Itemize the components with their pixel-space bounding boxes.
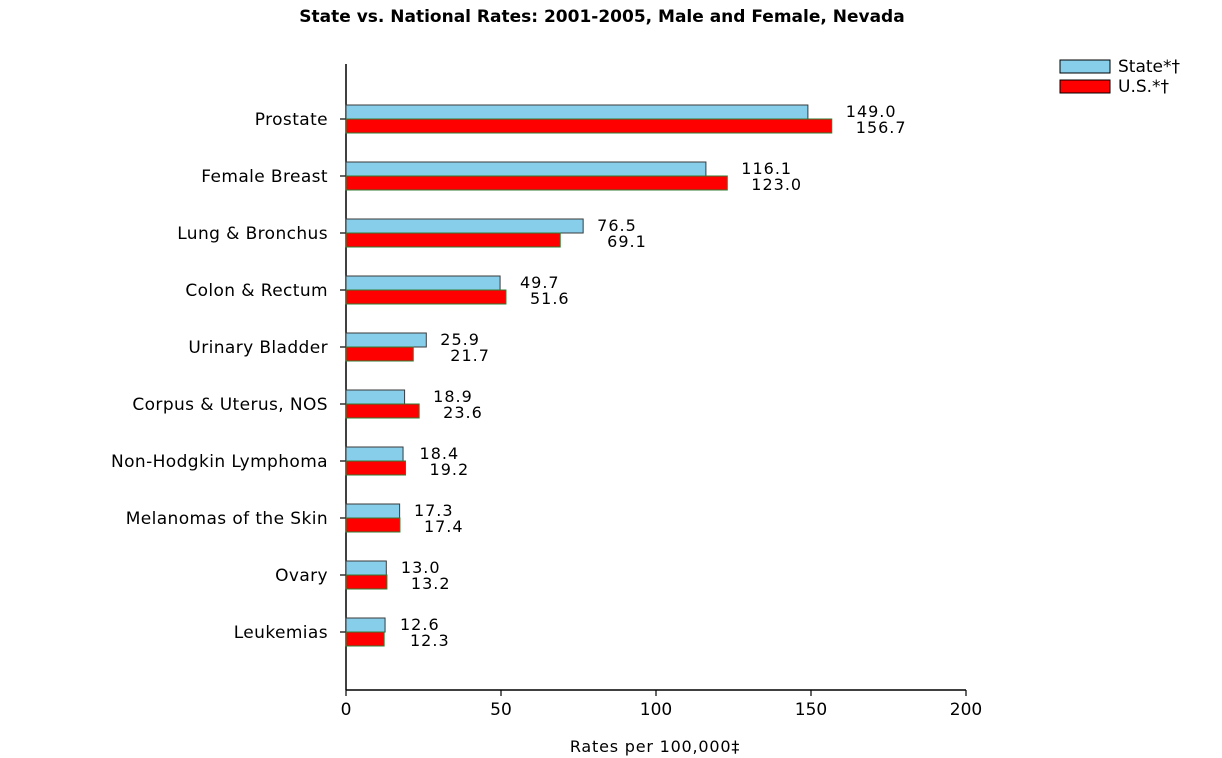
category-label: Urinary Bladder: [188, 338, 328, 358]
data-label-state: 116.1: [741, 159, 792, 178]
bar-state: [345, 275, 501, 291]
bar-us: [345, 289, 507, 305]
data-label-us: 69.1: [607, 232, 647, 251]
x-tick-label: 150: [795, 700, 827, 720]
data-label-state: 17.3: [414, 501, 454, 520]
legend: State*† U.S.*†: [1059, 57, 1180, 97]
data-label-us: 13.2: [411, 574, 451, 593]
bar-state: [345, 389, 406, 405]
x-tick-label: 0: [341, 700, 352, 720]
bar-us: [345, 574, 388, 590]
category-label: Non-Hodgkin Lymphoma: [111, 452, 328, 472]
category-label: Female Breast: [201, 167, 328, 187]
legend-swatch-us: [1059, 79, 1111, 94]
data-label-us: 17.4: [424, 517, 464, 536]
data-label-us: 123.0: [751, 175, 802, 194]
legend-swatch-state: [1059, 59, 1111, 74]
x-axis-label: Rates per 100,000‡: [570, 737, 740, 756]
bar-state: [345, 503, 401, 519]
legend-label-us: U.S.*†: [1118, 77, 1170, 97]
legend-label-state: State*†: [1118, 57, 1180, 77]
bar-us: [345, 346, 414, 362]
bar-us: [345, 460, 407, 476]
x-tick-label: 100: [640, 700, 672, 720]
data-label-state: 18.9: [433, 387, 473, 406]
bar-us: [345, 118, 833, 134]
data-label-state: 13.0: [401, 558, 441, 577]
x-tick-label: 200: [950, 700, 982, 720]
data-label-us: 23.6: [443, 403, 483, 422]
data-label-us: 12.3: [410, 631, 450, 650]
bar-us: [345, 232, 561, 248]
data-label-us: 51.6: [530, 289, 570, 308]
bar-us: [345, 517, 401, 533]
data-label-us: 19.2: [430, 460, 470, 479]
category-label: Lung & Bronchus: [177, 224, 328, 244]
bar-state: [345, 104, 809, 120]
x-tick-label: 50: [490, 700, 512, 720]
chart-title: State vs. National Rates: 2001-2005, Mal…: [299, 7, 904, 27]
data-label-state: 25.9: [440, 330, 480, 349]
category-label: Melanomas of the Skin: [126, 509, 328, 529]
bar-us: [345, 175, 728, 191]
category-label: Ovary: [275, 566, 328, 586]
bar-state: [345, 446, 404, 462]
bar-state: [345, 218, 584, 234]
category-label: Prostate: [255, 110, 328, 130]
bar-us: [345, 403, 420, 419]
bar-state: [345, 332, 427, 348]
category-label: Leukemias: [234, 623, 328, 643]
data-label-state: 49.7: [520, 273, 560, 292]
data-label-state: 18.4: [420, 444, 460, 463]
bar-state: [345, 617, 386, 633]
data-label-state: 12.6: [400, 615, 440, 634]
bar-state: [345, 560, 387, 576]
data-label-state: 76.5: [597, 216, 637, 235]
category-label: Colon & Rectum: [185, 281, 328, 301]
bar-us: [345, 631, 385, 647]
data-label-us: 21.7: [450, 346, 490, 365]
data-label-state: 149.0: [846, 102, 897, 121]
data-label-us: 156.7: [856, 118, 907, 137]
category-label: Corpus & Uterus, NOS: [132, 395, 328, 415]
bar-state: [345, 161, 707, 177]
